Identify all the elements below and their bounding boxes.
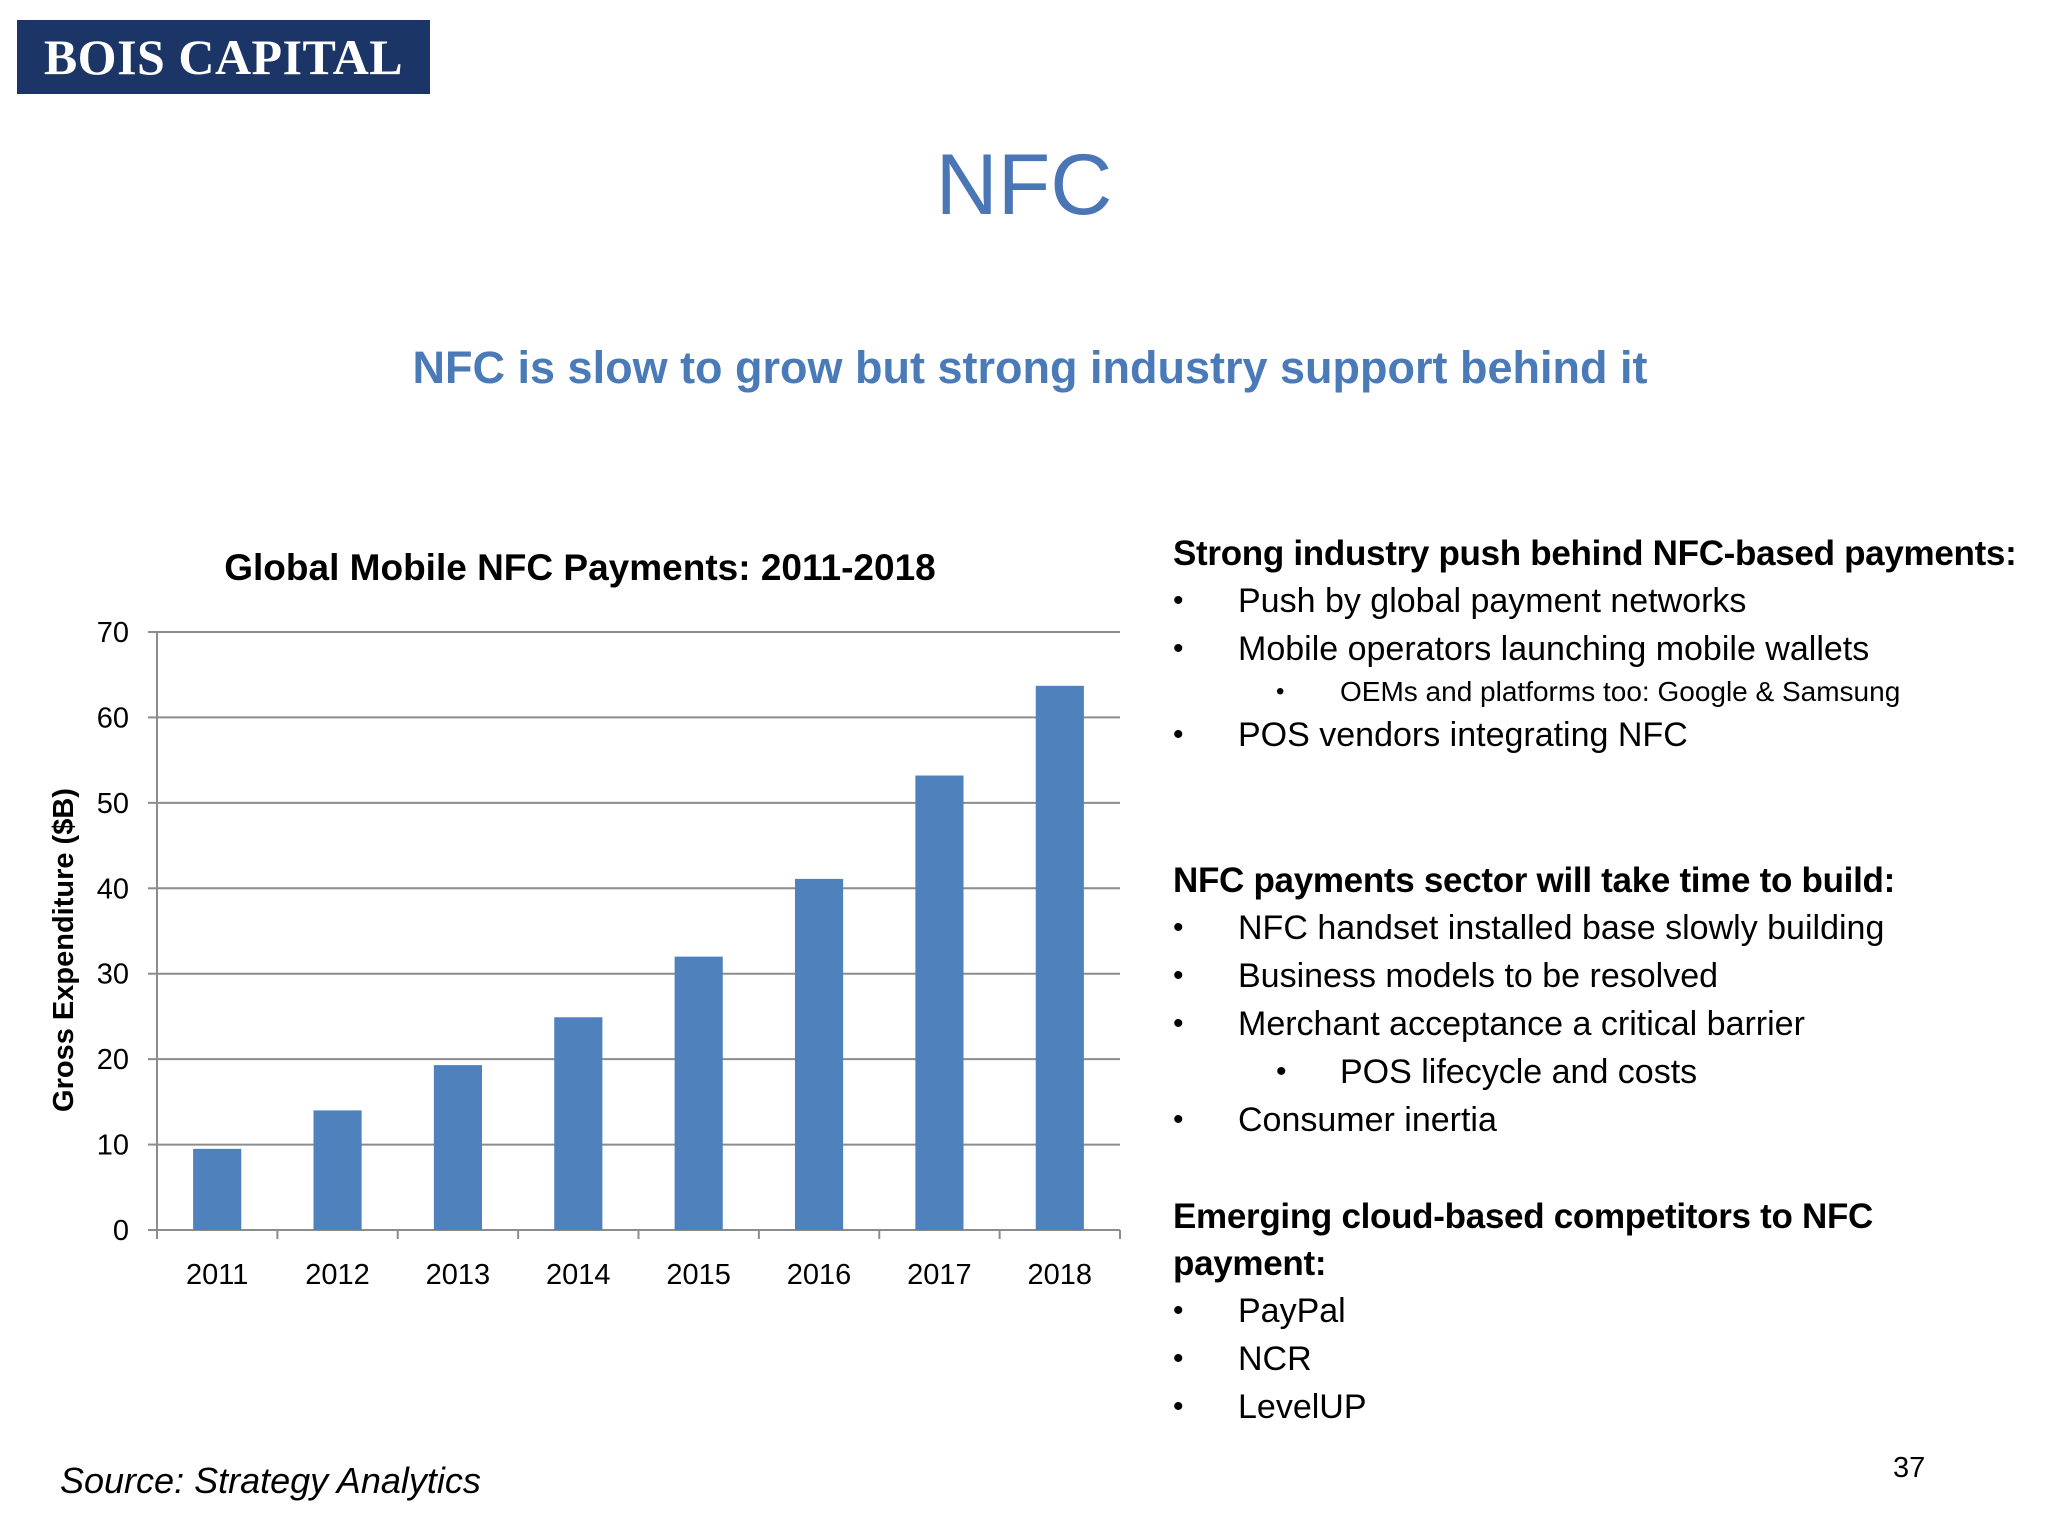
- bar-2012: [313, 1110, 362, 1230]
- sub-bullet-item: POS lifecycle and costs: [1173, 1048, 2033, 1096]
- source-note: Source: Strategy Analytics: [60, 1460, 481, 1501]
- x-tick-label: 2012: [305, 1259, 370, 1291]
- section-industry-push: Strong industry push behind NFC-based pa…: [1173, 530, 2033, 759]
- section-take-time: NFC payments sector will take time to bu…: [1173, 857, 2033, 1144]
- bullet-item: NFC handset installed base slowly buildi…: [1173, 904, 2033, 952]
- y-tick-label: 50: [97, 788, 129, 820]
- y-tick-label: 20: [97, 1044, 129, 1076]
- bullet-list: PayPal NCR LevelUP: [1173, 1287, 1933, 1431]
- section-heading: Emerging cloud-based competitors to NFC …: [1173, 1197, 1874, 1283]
- slide-title: NFC: [935, 137, 1113, 233]
- section-heading: Strong industry push behind NFC-based pa…: [1173, 534, 2017, 573]
- sub-bullet-item: OEMs and platforms too: Google & Samsung: [1173, 673, 2033, 711]
- bar-2014: [554, 1017, 603, 1230]
- x-tick-label: 2011: [186, 1259, 248, 1291]
- x-tick-label: 2017: [907, 1259, 972, 1291]
- section-heading: NFC payments sector will take time to bu…: [1173, 861, 1895, 900]
- y-tick-label: 60: [97, 702, 129, 734]
- bullet-item: Merchant acceptance a critical barrier: [1173, 1000, 2033, 1048]
- bar-2011: [193, 1148, 242, 1230]
- section-cloud-competitors: Emerging cloud-based competitors to NFC …: [1173, 1193, 1933, 1431]
- x-tick-label: 2018: [1028, 1259, 1093, 1291]
- chart-title: Global Mobile NFC Payments: 2011-2018: [224, 547, 936, 588]
- bullet-item: NCR: [1173, 1335, 1933, 1383]
- bois-capital-logo: BOIS CAPITAL: [17, 20, 430, 94]
- bar-2017: [915, 775, 964, 1230]
- bullet-item: Consumer inertia: [1173, 1096, 2033, 1144]
- bar-2013: [433, 1065, 483, 1230]
- bullet-list: NFC handset installed base slowly buildi…: [1173, 904, 2033, 1144]
- bullet-item: Mobile operators launching mobile wallet…: [1173, 625, 2033, 673]
- y-tick-label: 30: [97, 959, 129, 991]
- y-tick-label: 10: [97, 1130, 129, 1162]
- y-tick-label: 70: [97, 617, 129, 649]
- bar-chart: 0 10 20 30 40 50 60 70 2011 2012 2013 2014 2015 2016 2…: [97, 617, 1121, 1291]
- bullet-item: LevelUP: [1173, 1383, 1933, 1431]
- bar-2018: [1035, 685, 1084, 1230]
- page-number: 37: [1893, 1452, 1926, 1484]
- x-tick-label: 2016: [787, 1259, 852, 1291]
- y-tick-label: 0: [113, 1215, 129, 1247]
- bar-2016: [794, 878, 844, 1230]
- bar-2015: [674, 956, 723, 1230]
- y-tick-label: 40: [97, 873, 129, 905]
- bullet-list: Push by global payment networks Mobile o…: [1173, 577, 2033, 759]
- x-tick-label: 2015: [666, 1259, 731, 1291]
- slide-subtitle: NFC is slow to grow but strong industry …: [412, 342, 1648, 393]
- x-tick-label: 2014: [546, 1259, 611, 1291]
- bullet-item: PayPal: [1173, 1287, 1933, 1335]
- bullet-item: Push by global payment networks: [1173, 577, 2033, 625]
- bullet-item: Business models to be resolved: [1173, 952, 2033, 1000]
- bullet-item: POS vendors integrating NFC: [1173, 711, 2033, 759]
- x-tick-label: 2013: [426, 1259, 491, 1291]
